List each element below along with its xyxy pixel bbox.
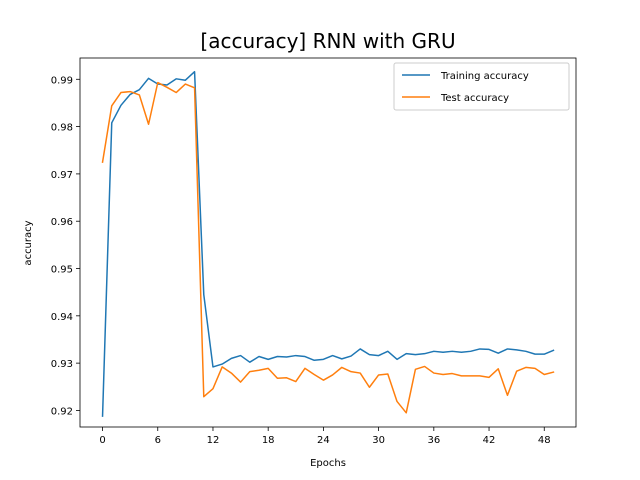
y-tick-label: 0.98 xyxy=(51,123,73,134)
x-tick-label: 36 xyxy=(427,435,440,446)
series-line-training-accuracy xyxy=(101,70,555,417)
y-tick-label: 0.95 xyxy=(51,265,73,276)
y-tick-label: 0.96 xyxy=(51,217,73,228)
y-axis-label: accuracy xyxy=(23,220,34,265)
y-tick-label: 0.92 xyxy=(51,406,73,417)
chart-title: [accuracy] RNN with GRU xyxy=(200,29,455,53)
x-tick-label: 24 xyxy=(317,435,330,446)
legend-box xyxy=(393,62,570,111)
plot-area: 0 6 12 18 24 30 36 42 48 0.92 0.93 0.94 0.95 0.96 0.97… xyxy=(51,57,577,446)
legend-label-test: Test accuracy xyxy=(440,93,509,104)
x-tick-label: 18 xyxy=(262,435,275,446)
y-tick-label: 0.93 xyxy=(51,359,73,370)
y-tick-label: 0.94 xyxy=(51,312,73,323)
y-tick-label: 0.97 xyxy=(51,170,73,181)
x-tick-label: 12 xyxy=(207,435,220,446)
legend-label-training: Training accuracy xyxy=(440,71,529,82)
x-tick-label: 30 xyxy=(372,435,385,446)
x-tick-label: 48 xyxy=(538,435,551,446)
x-tick-label: 0 xyxy=(99,435,105,446)
x-tick-label: 6 xyxy=(155,435,161,446)
axes-frame xyxy=(79,57,577,428)
y-tick-label: 0.99 xyxy=(51,75,73,86)
series-line-test-accuracy xyxy=(101,81,555,414)
x-tick-label: 42 xyxy=(483,435,496,446)
x-axis-label: Epochs xyxy=(310,458,346,469)
legend: Training accuracy Test accuracy xyxy=(393,62,570,111)
